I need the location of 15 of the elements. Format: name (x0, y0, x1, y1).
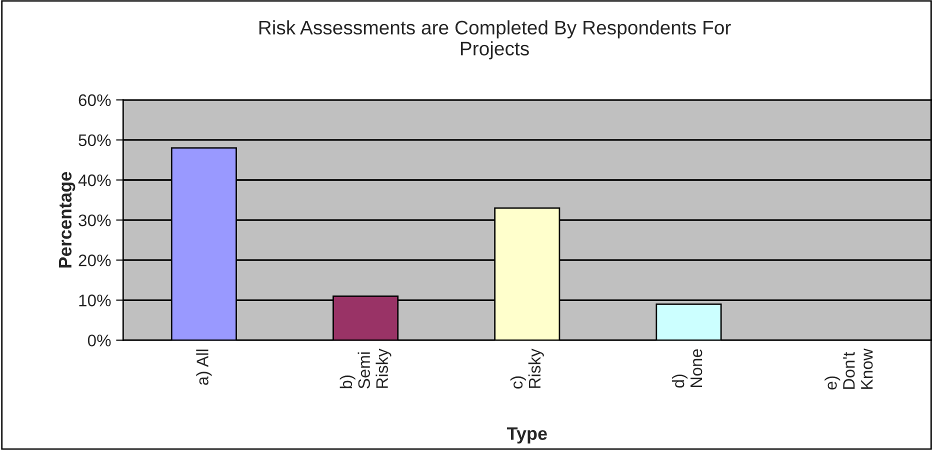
y-tick-label: 30% (78, 214, 111, 226)
chart-title: Risk Assessments are Completed By Respondents For Projects (259, 20, 731, 60)
y-tick-label: 50% (78, 134, 111, 146)
y-axis-title: Percentage (58, 172, 76, 268)
x-tick-label: d) None (672, 349, 702, 388)
y-tick-label: 10% (79, 294, 111, 306)
y-tick-label: 0% (88, 334, 111, 346)
x-axis-title: Type (506, 427, 547, 444)
y-tick-label: 40% (78, 174, 111, 186)
x-tick-label: e) Don't Know (824, 348, 873, 390)
x-tick-label: b) Semi Risky (340, 348, 392, 389)
x-tick-label: c) Risky (510, 348, 544, 389)
y-tick-label: 60% (78, 94, 111, 106)
x-tick-label: a) All (196, 350, 212, 385)
y-tick-label: 20% (78, 254, 111, 266)
